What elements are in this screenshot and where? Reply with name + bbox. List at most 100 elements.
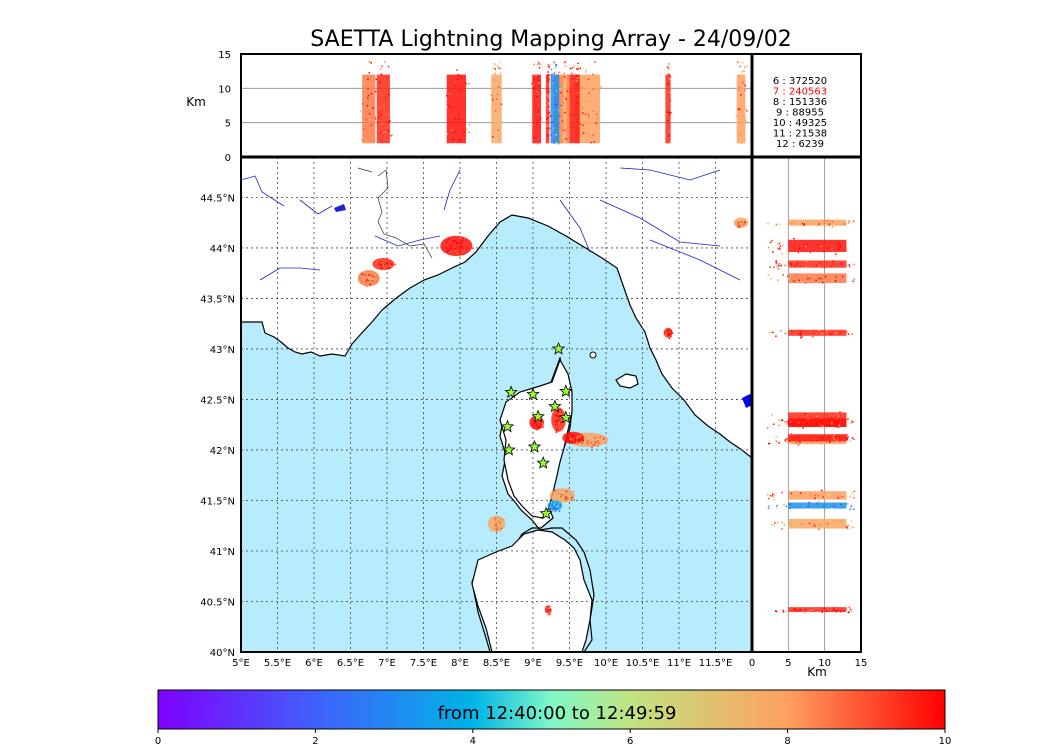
top-panel-ylabel: Km bbox=[186, 95, 206, 109]
colorbar-tick-label: 10 bbox=[939, 736, 952, 747]
station-star bbox=[526, 387, 540, 401]
right-panel-xtick-labels: 0 5 10 15 bbox=[749, 658, 868, 669]
lightning-cluster bbox=[487, 515, 506, 533]
lat-tick-label: 42°N bbox=[210, 446, 235, 457]
top-panel-ytick-labels: 0 5 10 15 bbox=[218, 50, 231, 164]
map-stations bbox=[500, 341, 573, 520]
lightning-cluster bbox=[663, 327, 674, 340]
lon-tick-labels: 5°E 5.5°E 6°E 6.5°E 7°E 7.5°E 8°E 8.5°E 9°E 9.5°E… bbox=[232, 658, 732, 669]
lightning-cluster bbox=[544, 605, 552, 616]
top-projection bbox=[360, 60, 377, 144]
right-projection bbox=[774, 606, 853, 614]
right-panel-xtick: 15 bbox=[855, 658, 868, 669]
right-projection bbox=[767, 219, 855, 228]
right-projection bbox=[770, 518, 855, 531]
right-panel-xtick: 10 bbox=[818, 658, 831, 669]
colorbar-label: from 12:40:00 to 12:49:59 bbox=[438, 703, 677, 724]
lightning-cluster bbox=[547, 500, 563, 512]
right-panel-xlabel: Km bbox=[807, 665, 827, 679]
lon-tick-label: 8°E bbox=[451, 658, 469, 669]
top-panel-ytick: 0 bbox=[225, 153, 231, 164]
colorbar-tick-label: 6 bbox=[627, 736, 633, 747]
lightning-cluster bbox=[733, 217, 749, 229]
colorbar: from 12:40:00 to 12:49:59 0 2 4 6 8 10 bbox=[155, 689, 952, 747]
station-star bbox=[502, 442, 516, 456]
lightning-cluster bbox=[372, 258, 396, 271]
top-projection bbox=[550, 61, 562, 144]
station-star bbox=[559, 410, 573, 424]
legend-row: 7 : 240563 bbox=[773, 87, 827, 98]
top-panel-ytick: 15 bbox=[218, 50, 231, 61]
lat-tick-labels: 40°N 40.5°N 41°N 41.5°N 42°N 42.5°N 43°N 43.5°N… bbox=[200, 193, 235, 659]
colorbar-tick-label: 2 bbox=[312, 736, 318, 747]
top-projection bbox=[445, 69, 471, 144]
lon-tick-label: 11°E bbox=[667, 658, 691, 669]
lightning-cluster bbox=[549, 488, 576, 503]
capraia-island bbox=[589, 351, 597, 359]
top-projection bbox=[545, 63, 552, 144]
lon-tick-label: 6°E bbox=[305, 658, 323, 669]
right-projection bbox=[768, 329, 853, 339]
top-altitude-panel: 0 5 10 15 Km bbox=[186, 50, 752, 164]
right-projection bbox=[767, 273, 856, 284]
map-panel: 5°E 5.5°E 6°E 6.5°E 7°E 7.5°E 8°E 8.5°E 9°E 9.5°E… bbox=[200, 156, 753, 669]
top-panel-clusters bbox=[360, 60, 748, 145]
sardinia-land bbox=[471, 529, 593, 652]
legend-row: 8 : 151336 bbox=[773, 97, 827, 108]
colorbar-tick-label: 0 bbox=[155, 736, 161, 747]
lat-tick-label: 40°N bbox=[210, 648, 235, 659]
legend-row: 9 : 88955 bbox=[776, 108, 824, 119]
top-projection bbox=[490, 61, 503, 144]
lightning-cluster bbox=[440, 235, 474, 257]
right-panel-grid bbox=[787, 157, 826, 652]
right-altitude-panel: 0 5 10 15 Km bbox=[749, 157, 868, 679]
river-lines bbox=[241, 167, 741, 281]
lightning-cluster bbox=[551, 407, 566, 434]
lat-tick-label: 44°N bbox=[210, 244, 235, 255]
lat-tick-label: 44.5°N bbox=[200, 193, 235, 204]
elba-island bbox=[615, 373, 639, 389]
top-panel-ytick: 10 bbox=[218, 84, 231, 95]
colorbar-tick-label: 4 bbox=[470, 736, 476, 747]
outer-frame bbox=[240, 53, 862, 653]
lat-tick-label: 43.5°N bbox=[200, 294, 235, 305]
lat-tick-label: 40.5°N bbox=[200, 597, 235, 608]
station-star bbox=[539, 506, 553, 520]
right-panel-background bbox=[752, 157, 861, 652]
legend-row: 6 : 372520 bbox=[773, 76, 827, 87]
lon-tick-label: 8.5°E bbox=[483, 658, 510, 669]
right-projection bbox=[767, 237, 847, 255]
lon-tick-label: 10°E bbox=[594, 658, 618, 669]
station-star bbox=[551, 341, 566, 355]
right-projection bbox=[766, 417, 854, 429]
lat-tick-label: 41.5°N bbox=[200, 496, 235, 507]
right-projection bbox=[767, 501, 855, 510]
legend-row: 10 : 49325 bbox=[773, 118, 827, 129]
right-projection bbox=[784, 432, 854, 445]
lon-tick-label: 6.5°E bbox=[337, 658, 364, 669]
top-projection bbox=[664, 63, 672, 144]
station-star bbox=[559, 384, 573, 398]
lat-tick-label: 41°N bbox=[210, 547, 235, 558]
chart-title: SAETTA Lightning Mapping Array - 24/09/0… bbox=[310, 27, 791, 52]
colorbar-gradient bbox=[157, 689, 946, 730]
colorbar-tick-label: 8 bbox=[784, 736, 790, 747]
right-projection bbox=[769, 260, 855, 270]
top-projection bbox=[530, 62, 542, 145]
top-projection bbox=[735, 61, 748, 145]
lon-tick-label: 9.5°E bbox=[556, 658, 583, 669]
station-star bbox=[527, 439, 542, 453]
right-panel-xtick: 5 bbox=[785, 658, 791, 669]
station-star bbox=[500, 419, 515, 433]
lon-tick-label: 7.5°E bbox=[410, 658, 437, 669]
legend-row: 12 : 6239 bbox=[776, 139, 824, 150]
station-star bbox=[536, 455, 550, 469]
lightning-cluster bbox=[357, 270, 380, 288]
legend-row: 11 : 21538 bbox=[773, 129, 827, 140]
top-panel-ytick: 5 bbox=[225, 119, 231, 130]
map-lightning-clusters bbox=[357, 217, 749, 616]
colorbar-ticks: 0 2 4 6 8 10 bbox=[155, 729, 952, 747]
